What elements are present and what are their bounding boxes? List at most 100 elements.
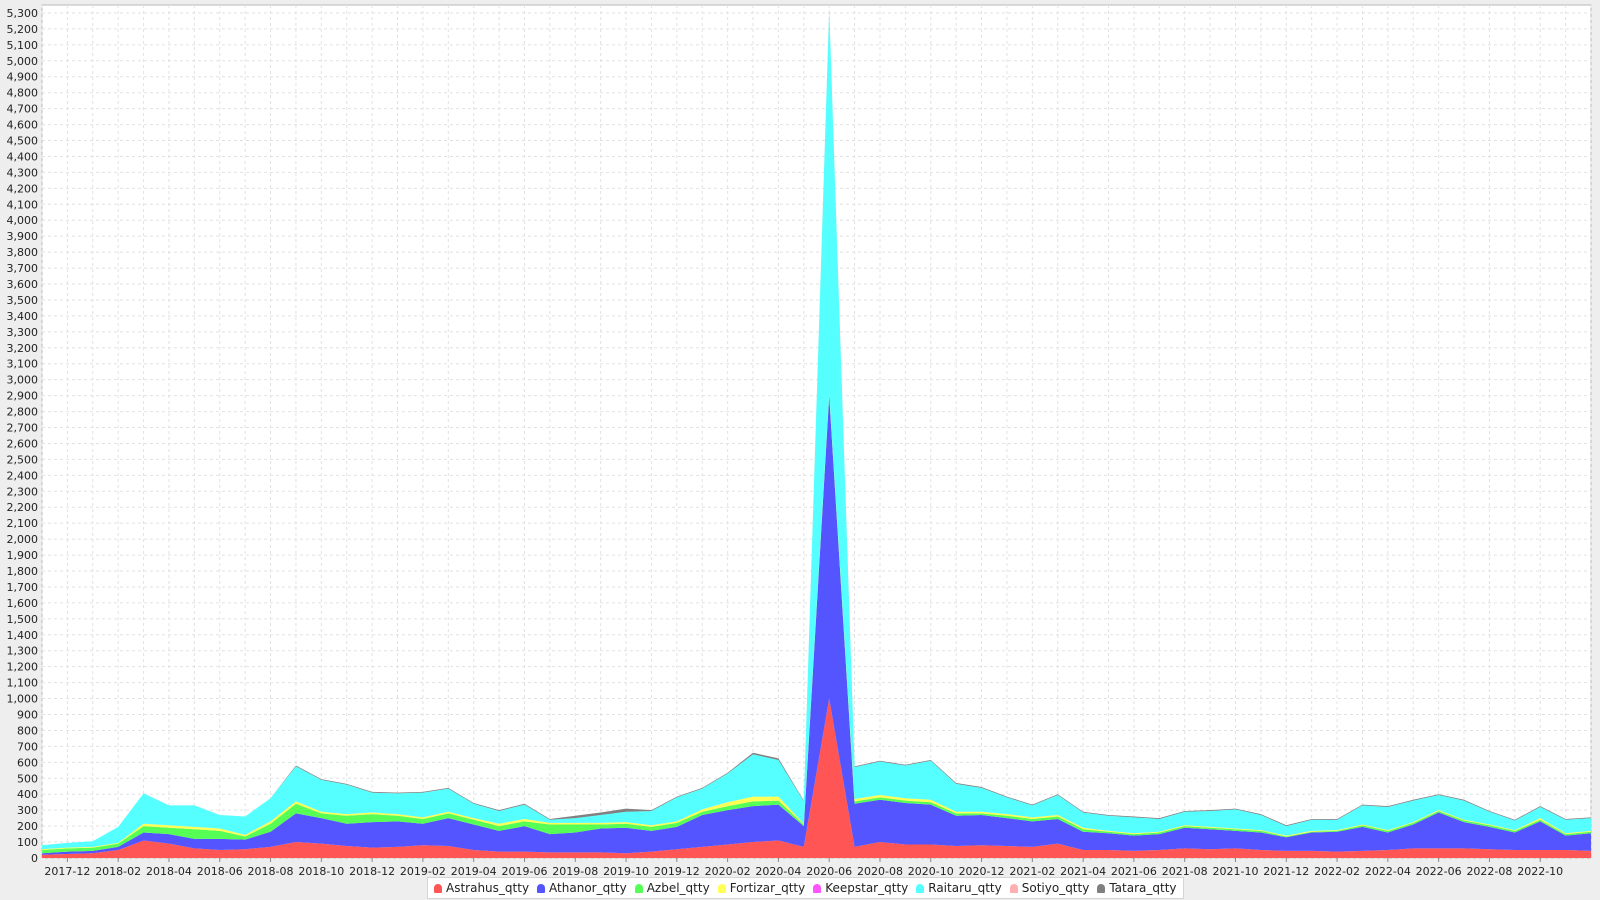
x-tick-label: 2021-08 <box>1162 865 1208 878</box>
y-tick-label: 1,200 <box>7 661 39 674</box>
y-tick-label: 400 <box>17 788 38 801</box>
series-areas <box>42 8 1591 858</box>
x-tick-label: 2021-10 <box>1213 865 1259 878</box>
x-axis: 2017-12 2018-02 2018-04 2018-06 2018-08 2018-… <box>44 858 1563 878</box>
x-tick-label: 2020-12 <box>959 865 1005 878</box>
y-tick-label: 3,700 <box>7 262 39 275</box>
x-tick-label: 2022-02 <box>1314 865 1360 878</box>
y-tick-label: 5,300 <box>7 7 39 20</box>
legend-swatch <box>537 883 546 893</box>
y-tick-label: 3,000 <box>7 374 39 387</box>
legend-swatch <box>1097 883 1106 893</box>
y-tick-label: 2,300 <box>7 485 39 498</box>
y-tick-label: 3,100 <box>7 358 39 371</box>
y-tick-label: 4,100 <box>7 198 39 211</box>
y-tick-label: 3,500 <box>7 294 39 307</box>
legend: Astrahus_qtty Athanor_qtty Azbel_qtty Forti… <box>427 877 1184 899</box>
legend-label: Fortizar_qtty <box>729 881 806 895</box>
legend-label: Tatara_qtty <box>1109 881 1177 895</box>
y-tick-label: 4,800 <box>7 87 39 100</box>
y-tick-label: 800 <box>17 724 38 737</box>
x-tick-label: 2018-10 <box>298 865 344 878</box>
y-tick-label: 5,200 <box>7 23 39 36</box>
y-tick-label: 4,300 <box>7 166 39 179</box>
x-tick-label: 2018-08 <box>248 865 294 878</box>
y-axis: 0 100 200 300 400 500 600 700 800 900 1,000 1,100 1,… <box>7 7 39 865</box>
y-tick-label: 2,200 <box>7 501 39 514</box>
x-tick-label: 2020-08 <box>857 865 903 878</box>
legend-label: Sotiyo_qtty <box>1021 881 1090 895</box>
x-tick-label: 2017-12 <box>44 865 90 878</box>
legend-item-azbel-qtty: Azbel_qtty <box>634 881 710 895</box>
x-tick-label: 2021-04 <box>1060 865 1106 878</box>
y-tick-label: 3,300 <box>7 326 39 339</box>
y-tick-label: 4,000 <box>7 214 39 227</box>
y-tick-label: 1,600 <box>7 597 39 610</box>
x-tick-label: 2018-06 <box>197 865 243 878</box>
x-tick-label: 2018-02 <box>95 865 141 878</box>
y-tick-label: 0 <box>31 852 38 865</box>
y-tick-label: 2,000 <box>7 533 39 546</box>
legend-swatch <box>717 883 726 893</box>
y-tick-label: 3,200 <box>7 342 39 355</box>
y-tick-label: 1,000 <box>7 693 39 706</box>
y-tick-label: 4,900 <box>7 71 39 84</box>
y-tick-label: 100 <box>17 836 38 849</box>
x-tick-label: 2019-08 <box>552 865 598 878</box>
legend-label: Athanor_qtty <box>549 881 627 895</box>
y-tick-label: 1,800 <box>7 565 39 578</box>
x-tick-label: 2019-02 <box>400 865 446 878</box>
legend-swatch <box>813 883 822 893</box>
x-tick-label: 2020-04 <box>755 865 801 878</box>
y-tick-label: 2,800 <box>7 406 39 419</box>
x-tick-label: 2018-04 <box>146 865 192 878</box>
y-tick-label: 2,500 <box>7 453 39 466</box>
legend-item-astrahus-qtty: Astrahus_qtty <box>434 881 529 895</box>
y-tick-label: 500 <box>17 772 38 785</box>
y-tick-label: 3,400 <box>7 310 39 323</box>
legend-label: Astrahus_qtty <box>446 881 530 895</box>
x-tick-label: 2021-12 <box>1263 865 1309 878</box>
y-tick-label: 4,700 <box>7 103 39 116</box>
y-tick-label: 1,300 <box>7 645 39 658</box>
x-tick-label: 2020-02 <box>705 865 751 878</box>
x-tick-label: 2021-06 <box>1111 865 1157 878</box>
y-tick-label: 3,900 <box>7 230 39 243</box>
legend-item-keepstar-qtty: Keepstar_qtty <box>813 881 908 895</box>
legend-item-raitaru-qtty: Raitaru_qtty <box>916 881 1002 895</box>
y-tick-label: 4,200 <box>7 182 39 195</box>
y-tick-label: 700 <box>17 740 38 753</box>
x-tick-label: 2018-12 <box>349 865 395 878</box>
y-tick-label: 200 <box>17 820 38 833</box>
y-tick-label: 1,100 <box>7 677 39 690</box>
y-tick-label: 3,600 <box>7 278 39 291</box>
y-tick-label: 4,500 <box>7 135 39 148</box>
x-tick-label: 2022-04 <box>1365 865 1411 878</box>
x-tick-label: 2019-04 <box>451 865 497 878</box>
legend-label: Keepstar_qtty <box>825 881 909 895</box>
x-tick-label: 2021-02 <box>1009 865 1055 878</box>
y-tick-label: 4,600 <box>7 119 39 132</box>
legend-item-athanor-qtty: Athanor_qtty <box>537 881 627 895</box>
area-athanor-qtty <box>42 395 1591 855</box>
x-tick-label: 2019-12 <box>654 865 700 878</box>
area-raitaru-qtty <box>42 9 1591 850</box>
y-tick-label: 5,100 <box>7 39 39 52</box>
legend-item-sotiyo-qtty: Sotiyo_qtty <box>1009 881 1090 895</box>
x-tick-label: 2020-06 <box>806 865 852 878</box>
x-tick-label: 2020-10 <box>908 865 954 878</box>
x-tick-label: 2019-10 <box>603 865 649 878</box>
legend-item-tatara-qtty: Tatara_qtty <box>1097 881 1177 895</box>
y-tick-label: 4,400 <box>7 150 39 163</box>
y-tick-label: 2,700 <box>7 422 39 435</box>
y-tick-label: 5,000 <box>7 55 39 68</box>
legend-swatch <box>634 883 643 893</box>
x-tick-label: 2019-06 <box>501 865 547 878</box>
y-tick-label: 1,900 <box>7 549 39 562</box>
legend-swatch <box>1009 883 1018 893</box>
legend-label: Raitaru_qtty <box>928 881 1002 895</box>
y-tick-label: 900 <box>17 709 38 722</box>
x-tick-label: 2022-08 <box>1466 865 1512 878</box>
y-tick-label: 2,600 <box>7 437 39 450</box>
